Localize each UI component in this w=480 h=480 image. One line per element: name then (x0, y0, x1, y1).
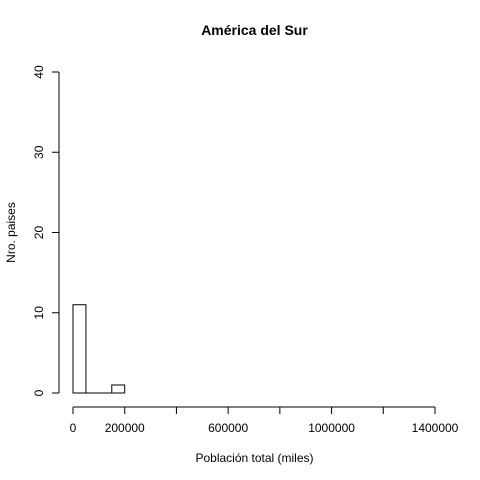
x-axis-label: Población total (miles) (195, 451, 313, 465)
chart-title: América del Sur (201, 22, 308, 38)
x-tick-label: 200000 (105, 421, 145, 435)
x-tick-label: 0 (70, 421, 77, 435)
x-axis: 0 200000 600000 1000000 1400000 (70, 406, 459, 435)
y-tick-label: 40 (32, 65, 46, 79)
x-tick-label: 1000000 (308, 421, 355, 435)
x-tick-label: 600000 (208, 421, 248, 435)
x-tick-label: 1400000 (412, 421, 459, 435)
y-axis: 0 10 20 30 40 (32, 65, 60, 396)
y-tick-label: 0 (32, 389, 46, 396)
y-tick-label: 20 (32, 226, 46, 240)
y-axis-label: Nro. paises (4, 202, 18, 263)
bars-group (72, 304, 126, 394)
histogram-bar-3 (111, 384, 126, 394)
histogram-bar-0 (72, 304, 87, 394)
y-tick-label: 10 (32, 306, 46, 320)
y-tick-label: 30 (32, 145, 46, 159)
